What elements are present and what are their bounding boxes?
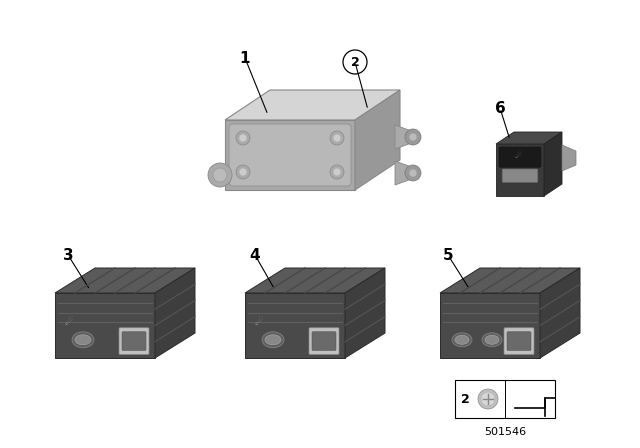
Text: ☄: ☄ <box>515 151 522 160</box>
Ellipse shape <box>262 332 284 348</box>
Ellipse shape <box>452 333 472 347</box>
Polygon shape <box>155 268 195 358</box>
Circle shape <box>481 392 495 406</box>
Polygon shape <box>355 90 400 190</box>
Circle shape <box>236 165 250 179</box>
Circle shape <box>405 165 421 181</box>
FancyBboxPatch shape <box>312 332 336 350</box>
Circle shape <box>409 133 417 141</box>
Ellipse shape <box>485 335 499 345</box>
FancyBboxPatch shape <box>122 332 146 350</box>
Circle shape <box>409 169 417 177</box>
Ellipse shape <box>265 335 281 345</box>
Circle shape <box>330 165 344 179</box>
FancyBboxPatch shape <box>455 380 555 418</box>
Polygon shape <box>540 268 580 358</box>
Circle shape <box>330 131 344 145</box>
Text: ☄: ☄ <box>65 317 74 327</box>
FancyBboxPatch shape <box>119 328 149 354</box>
Text: 1: 1 <box>240 51 250 65</box>
Polygon shape <box>55 293 155 358</box>
Text: 2: 2 <box>461 392 469 405</box>
Polygon shape <box>544 132 562 196</box>
Polygon shape <box>55 268 195 293</box>
Polygon shape <box>225 120 355 190</box>
Circle shape <box>333 134 341 142</box>
Polygon shape <box>496 144 544 196</box>
Polygon shape <box>562 145 576 171</box>
FancyBboxPatch shape <box>507 332 531 350</box>
Circle shape <box>333 168 341 176</box>
FancyBboxPatch shape <box>504 328 534 354</box>
Circle shape <box>478 389 498 409</box>
Circle shape <box>405 129 421 145</box>
Polygon shape <box>440 268 580 293</box>
Polygon shape <box>496 132 562 144</box>
Ellipse shape <box>72 332 94 348</box>
Polygon shape <box>245 268 385 293</box>
Text: 501546: 501546 <box>484 427 526 437</box>
Circle shape <box>236 131 250 145</box>
Ellipse shape <box>455 335 469 345</box>
Ellipse shape <box>482 333 502 347</box>
Circle shape <box>208 163 232 187</box>
FancyBboxPatch shape <box>309 328 339 354</box>
Text: 4: 4 <box>250 247 260 263</box>
Polygon shape <box>440 293 540 358</box>
Text: ☄: ☄ <box>255 317 264 327</box>
FancyBboxPatch shape <box>502 169 538 182</box>
FancyBboxPatch shape <box>229 124 351 186</box>
Ellipse shape <box>75 335 91 345</box>
Polygon shape <box>225 90 400 120</box>
Polygon shape <box>395 161 417 185</box>
Circle shape <box>213 168 227 182</box>
Polygon shape <box>345 268 385 358</box>
Text: 3: 3 <box>63 247 74 263</box>
Polygon shape <box>395 125 417 149</box>
Text: 2: 2 <box>351 56 360 69</box>
Polygon shape <box>245 293 345 358</box>
Circle shape <box>239 134 247 142</box>
Text: 6: 6 <box>495 100 506 116</box>
Circle shape <box>239 168 247 176</box>
Text: 5: 5 <box>443 247 453 263</box>
FancyBboxPatch shape <box>499 147 541 167</box>
